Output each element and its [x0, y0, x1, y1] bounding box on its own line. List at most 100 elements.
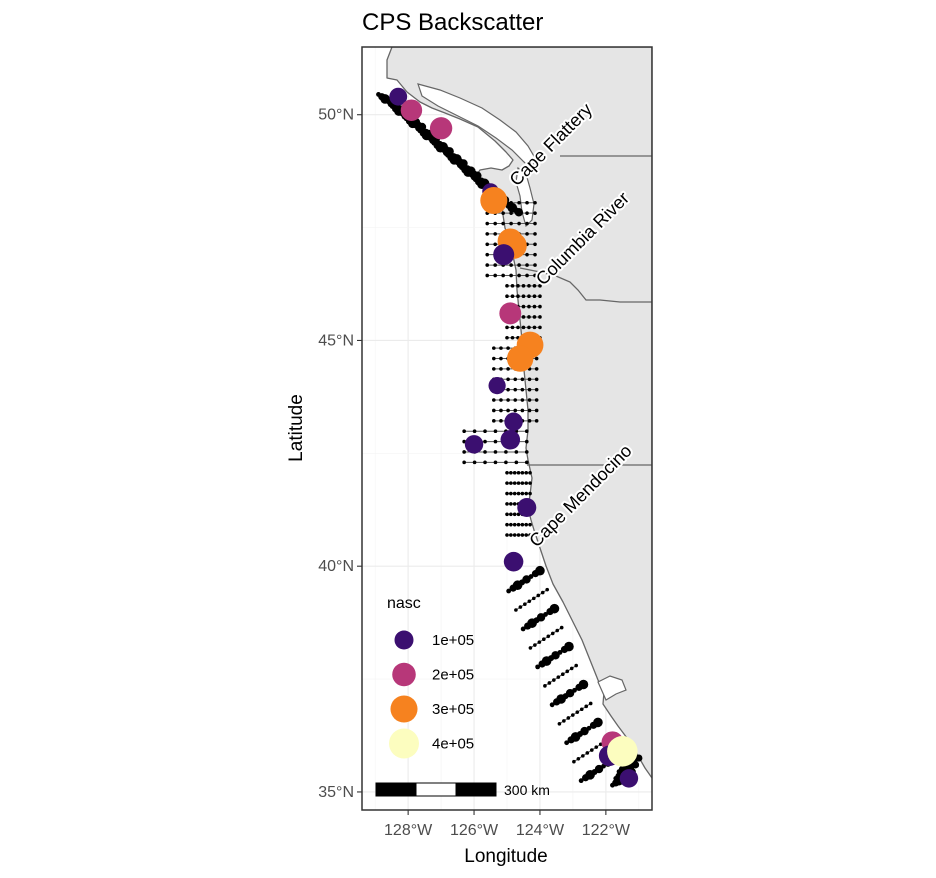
sample-point: [533, 643, 537, 647]
scale-bar-segment-2: [415, 782, 457, 797]
sample-point: [562, 719, 566, 723]
sample-point: [499, 408, 503, 413]
sample-point: [555, 628, 560, 633]
sample-point: [535, 565, 545, 576]
sample-point: [512, 533, 517, 537]
sample-point: [485, 252, 490, 257]
scale-bar-segment-1: [375, 782, 417, 797]
sample-point: [505, 481, 509, 485]
sample-point: [510, 284, 515, 288]
legend-entries: 1e+05 2e+05 3e+05 4e+05: [389, 630, 474, 759]
sample-point: [518, 605, 523, 609]
sample-point: [506, 346, 510, 350]
sample-point: [538, 315, 542, 319]
sample-point: [506, 377, 510, 382]
sample-point: [586, 725, 592, 731]
sample-point: [520, 522, 525, 527]
sample-point: [564, 641, 574, 652]
sample-point: [525, 263, 529, 267]
sample-point: [534, 356, 539, 361]
sample-point: [492, 398, 496, 402]
sample-point: [483, 450, 487, 454]
sample-point: [538, 284, 542, 288]
sample-point: [534, 408, 539, 413]
sample-point: [504, 450, 508, 454]
sample-point: [559, 625, 564, 630]
sample-point: [462, 460, 466, 465]
sample-point: [538, 325, 542, 330]
sample-point: [572, 687, 577, 693]
sample-point: [520, 377, 525, 382]
sample-point: [520, 481, 525, 485]
sample-point: [504, 460, 508, 465]
sample-point: [531, 596, 536, 601]
sample-point: [522, 575, 531, 584]
sample-point: [557, 649, 563, 655]
sample-point: [533, 221, 537, 226]
sample-point: [527, 377, 532, 382]
sample-point: [556, 675, 561, 679]
sample-point: [546, 634, 551, 639]
sample-point: [485, 232, 490, 236]
sample-point: [513, 387, 518, 392]
panel-border: [361, 46, 653, 811]
sample-point: [499, 419, 503, 423]
sample-point: [462, 429, 466, 434]
sample-point: [493, 460, 498, 465]
sample-point: [483, 429, 487, 434]
inland-water: [417, 83, 536, 169]
sample-point: [578, 679, 589, 690]
sample-point: [528, 522, 532, 527]
sample-point: [549, 603, 560, 614]
sample-point: [524, 491, 529, 496]
sample-point: [569, 666, 574, 671]
sample-point: [524, 470, 529, 475]
puget-sound: [515, 166, 535, 228]
sample-point: [509, 512, 513, 517]
sample-point: [512, 481, 517, 485]
nasc-point: [488, 377, 506, 395]
sample-point: [510, 335, 515, 340]
sample-point: [513, 408, 518, 413]
sample-point: [533, 242, 537, 247]
legend-key: [394, 630, 414, 650]
sample-point: [565, 669, 570, 674]
sample-point: [635, 754, 643, 762]
sample-point: [509, 211, 513, 215]
sample-point: [483, 460, 487, 465]
sample-point: [499, 367, 503, 371]
sample-point: [517, 211, 521, 215]
y-tick-label: 45°N: [318, 332, 354, 349]
sample-point: [534, 419, 539, 423]
sample-point: [534, 398, 539, 402]
sample-point: [520, 626, 526, 632]
sample-point: [524, 439, 529, 444]
sample-point: [516, 522, 521, 527]
sample-point: [520, 491, 525, 496]
sample-point: [593, 717, 603, 728]
sample-point: [538, 304, 542, 309]
x-tick-label: 128°W: [384, 822, 433, 839]
y-tick-label: 40°N: [318, 558, 354, 575]
nasc-point: [517, 498, 537, 518]
sample-point: [536, 593, 541, 598]
sample-point: [499, 398, 503, 402]
sample-point: [516, 533, 521, 537]
scale-bar-label: 300 km: [504, 782, 550, 798]
sample-point: [493, 232, 497, 236]
sample-point: [574, 663, 579, 668]
nasc-point: [429, 117, 453, 140]
sample-point: [527, 599, 532, 604]
sample-point: [512, 512, 517, 517]
sample-point: [527, 304, 531, 309]
sample-point: [542, 637, 546, 642]
sample-point: [524, 450, 529, 454]
legend-key: [392, 662, 416, 687]
nasc-point: [480, 186, 508, 215]
sample-point: [513, 398, 518, 402]
y-axis: 50°N 45°N 40°N 35°N: [318, 107, 362, 801]
sample-point: [545, 587, 550, 592]
legend-label: 3e+05: [432, 701, 474, 718]
sample-point: [527, 398, 532, 402]
sample-point: [492, 356, 496, 361]
